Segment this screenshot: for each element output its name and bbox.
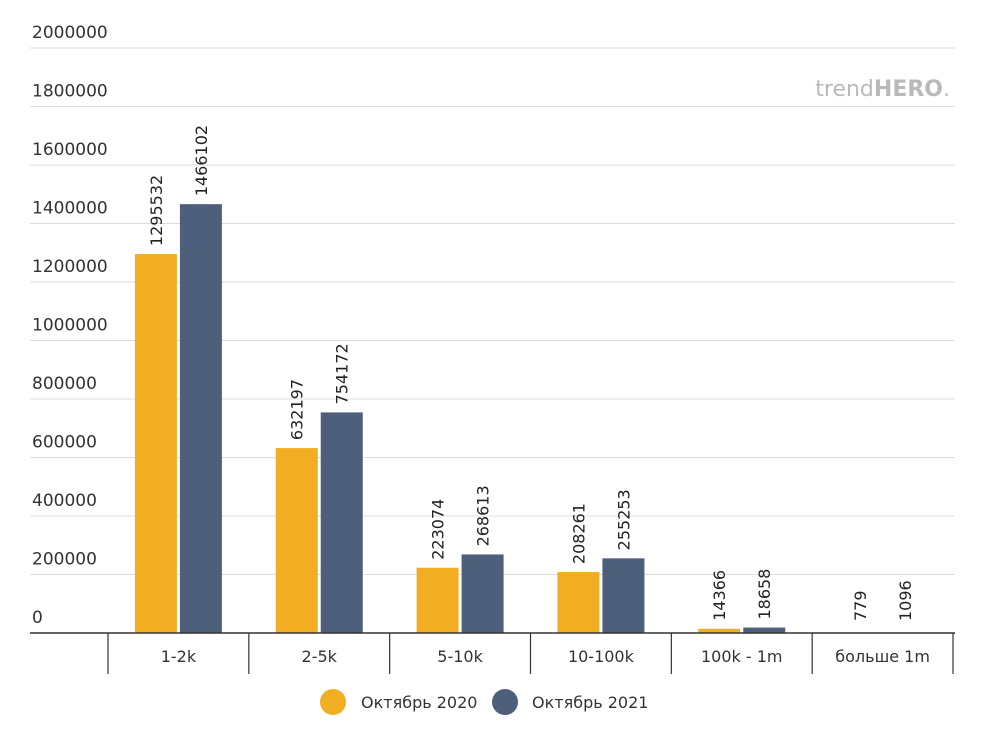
- x-tick-label: больше 1m: [835, 647, 930, 666]
- data-label: 779: [851, 590, 870, 621]
- x-tick-label: 5-10k: [437, 647, 483, 666]
- data-label: 14366: [710, 570, 729, 621]
- x-axis-ticks: 1-2k 2-5k 5-10k 10-100k 100k - 1m больше 1m: [161, 647, 930, 666]
- y-tick-label: 600000: [32, 433, 97, 453]
- y-tick-label: 200000: [32, 550, 97, 570]
- bar: [134, 254, 177, 633]
- data-label: 1096: [896, 580, 915, 621]
- x-tick-label: 100k - 1m: [701, 647, 783, 666]
- y-tick-label: 400000: [32, 491, 97, 511]
- data-label: 18658: [755, 569, 774, 620]
- bar: [416, 567, 459, 633]
- legend: Октябрь 2020 Октябрь 2021: [320, 689, 648, 715]
- bar: [743, 627, 786, 633]
- x-axis: [30, 632, 955, 674]
- trendhero-watermark: trendHERO.: [815, 77, 950, 102]
- bar: [557, 572, 600, 633]
- legend-label: Октябрь 2021: [532, 693, 648, 712]
- y-tick-label: 1400000: [32, 199, 108, 219]
- y-tick-label: 1000000: [32, 316, 108, 336]
- data-labels: 1295532 632197 223074 208261 14366 779 1466102…: [147, 125, 915, 621]
- legend-marker: [320, 689, 346, 715]
- y-tick-label: 0: [32, 608, 43, 628]
- x-tick-label: 2-5k: [302, 647, 338, 666]
- y-axis-ticks: 0 200000 400000 600000 800000 1000000 1200000 1…: [32, 23, 108, 628]
- bar: [320, 412, 363, 633]
- bar: [179, 204, 222, 633]
- y-tick-label: 800000: [32, 374, 97, 394]
- bar: [461, 554, 504, 633]
- data-label: 208261: [569, 503, 588, 564]
- data-label: 255253: [614, 489, 633, 550]
- data-label: 1466102: [192, 125, 211, 196]
- y-tick-label: 2000000: [32, 23, 108, 43]
- watermark-dot: .: [943, 77, 950, 102]
- legend-label: Октябрь 2020: [361, 693, 477, 712]
- data-label: 223074: [429, 499, 448, 560]
- data-label: 268613: [474, 485, 493, 546]
- data-label: 1295532: [147, 175, 166, 246]
- bar: [602, 558, 645, 633]
- bar: [698, 628, 741, 633]
- y-tick-label: 1200000: [32, 257, 108, 277]
- y-tick-label: 1800000: [32, 82, 108, 102]
- x-tick-label: 1-2k: [161, 647, 197, 666]
- data-label: 754172: [333, 343, 352, 404]
- y-tick-label: 1600000: [32, 140, 108, 160]
- bars: [134, 204, 927, 633]
- x-tick-label: 10-100k: [568, 647, 635, 666]
- watermark-bold: HERO: [874, 77, 943, 102]
- legend-marker: [492, 689, 518, 715]
- watermark-light: trend: [815, 77, 874, 102]
- bar: [275, 448, 318, 633]
- data-label: 632197: [288, 379, 307, 440]
